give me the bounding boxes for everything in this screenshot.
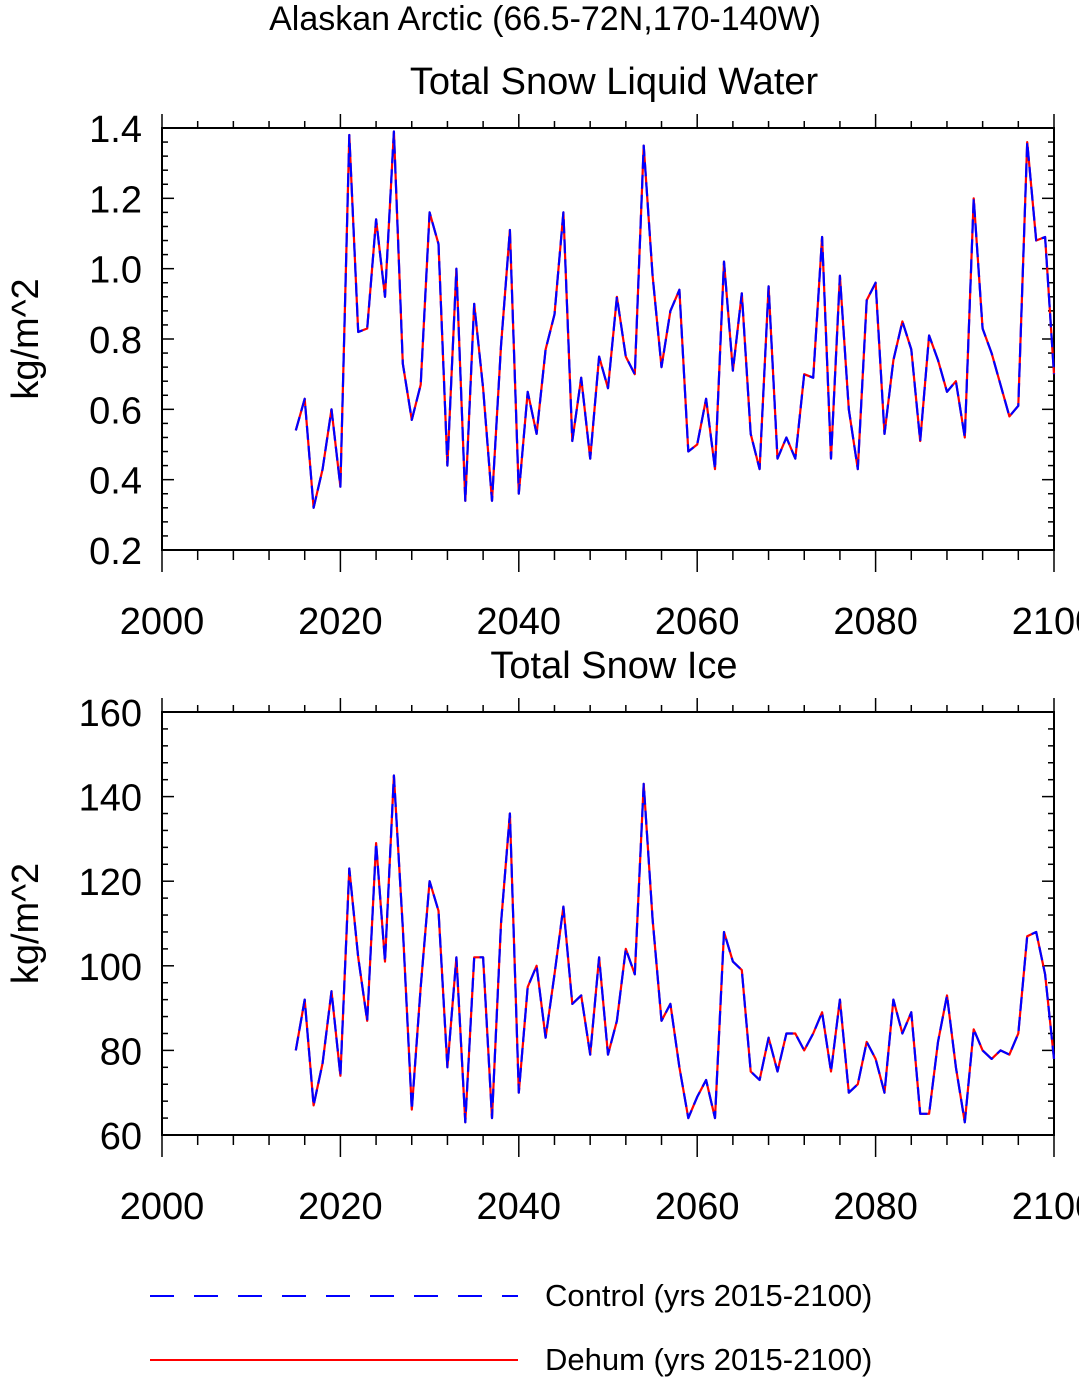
y-tick-label: 1.4: [89, 109, 142, 151]
y-tick-label: 1.2: [89, 179, 142, 221]
y-tick-label: 100: [79, 947, 142, 989]
x-tick-label: 2000: [120, 601, 205, 643]
x-tick-label: 2020: [298, 1186, 383, 1228]
y-tick-label: 0.8: [89, 320, 142, 362]
y-tick-label: 0.6: [89, 390, 142, 432]
x-tick-label: 2000: [120, 1186, 205, 1228]
y-tick-label: 80: [100, 1031, 142, 1073]
series-line-dehum: [294, 130, 1056, 509]
series-line-dehum: [294, 774, 1056, 1124]
panel-total-snow-liquid-water: Total Snow Liquid Water kg/m^2 0.2 0.4 0.6 0.…: [5, 61, 1079, 643]
y-tick-label: 120: [79, 862, 142, 904]
y-tick-label: 160: [79, 693, 142, 735]
y-tick-label: 1.0: [89, 250, 142, 292]
x-tick-label: 2040: [477, 1186, 562, 1228]
legend: Control (yrs 2015-2100) Dehum (yrs 2015-…: [150, 1278, 872, 1377]
y-tick-label: 0.2: [89, 531, 142, 573]
y-tick-label: 60: [100, 1116, 142, 1158]
series-line-control: [294, 130, 1056, 509]
x-tick-label: 2080: [833, 601, 918, 643]
x-tick-label: 2060: [655, 601, 740, 643]
plot-frame: [161, 127, 1055, 551]
figure-title: Alaskan Arctic (66.5-72N,170-140W): [269, 0, 821, 38]
legend-control-label: Control (yrs 2015-2100): [545, 1278, 872, 1313]
y-tick-label: 140: [79, 778, 142, 820]
panel-total-snow-ice: Total Snow Ice kg/m^2 60 80 100 120 140 160 2000…: [5, 645, 1079, 1228]
panel-title: Total Snow Liquid Water: [410, 61, 819, 103]
x-tick-label: 2040: [477, 601, 562, 643]
x-tick-label: 2100: [1012, 1186, 1079, 1228]
panel-title: Total Snow Ice: [490, 645, 737, 687]
plot-frame: [161, 711, 1055, 1136]
y-axis-label: kg/m^2: [5, 863, 47, 984]
x-tick-label: 2100: [1012, 601, 1079, 643]
legend-dehum-label: Dehum (yrs 2015-2100): [545, 1342, 872, 1377]
x-tick-label: 2080: [833, 1186, 918, 1228]
series-line-control: [294, 774, 1056, 1124]
y-tick-label: 0.4: [89, 461, 142, 503]
x-tick-label: 2060: [655, 1186, 740, 1228]
x-tick-label: 2020: [298, 601, 383, 643]
y-axis-label: kg/m^2: [5, 278, 47, 399]
